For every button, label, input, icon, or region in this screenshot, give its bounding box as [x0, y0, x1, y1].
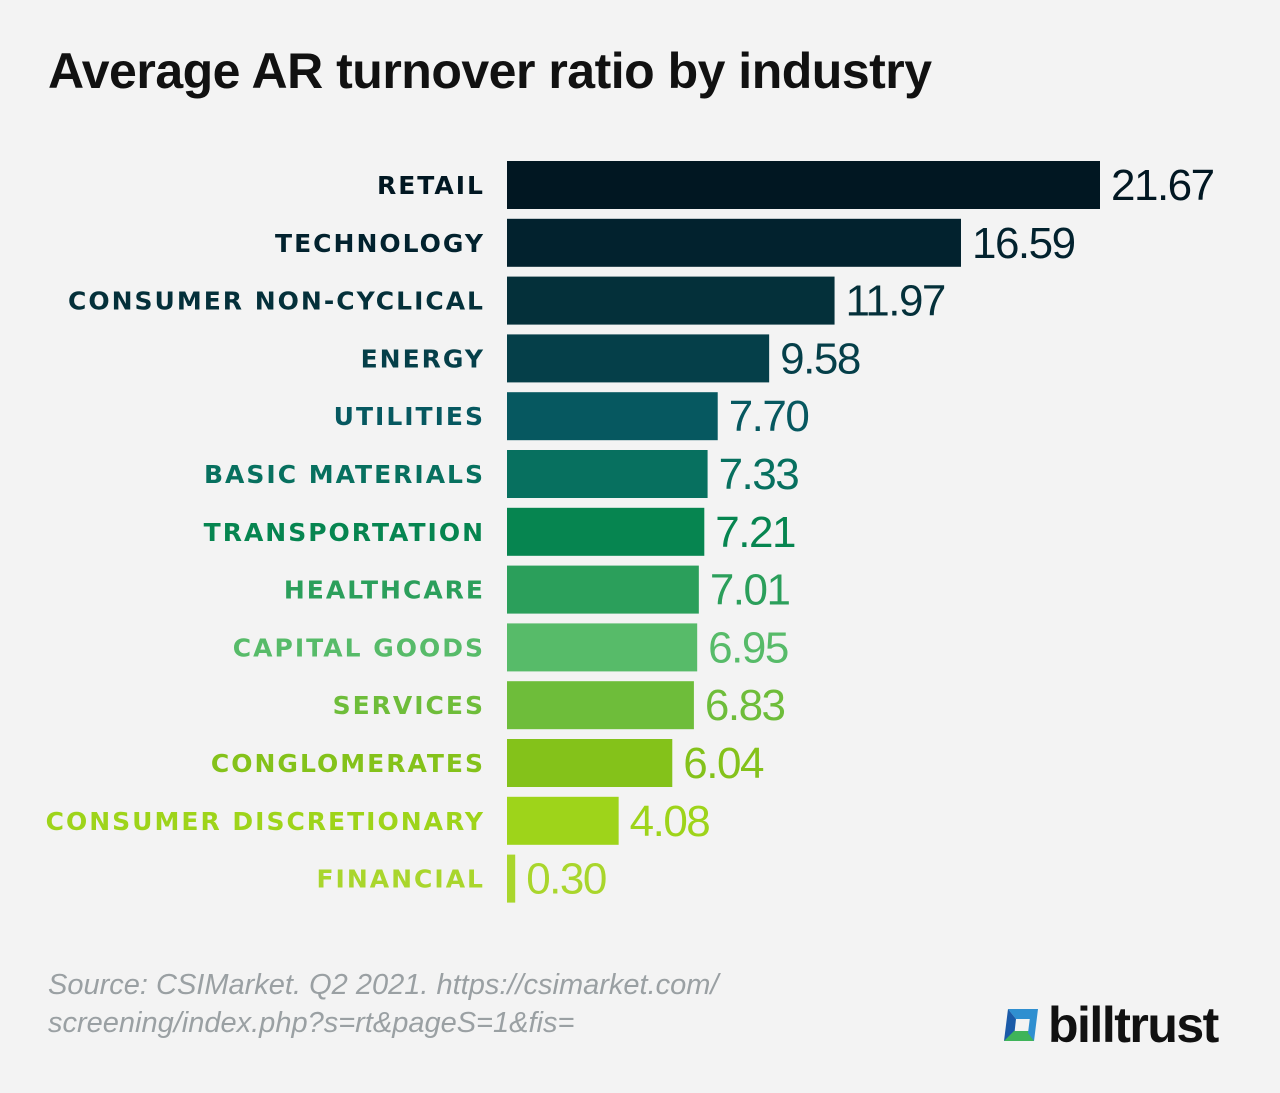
value-label: 6.04	[683, 739, 764, 788]
bar-conglomerates	[507, 739, 673, 787]
billtrust-logo-icon	[1004, 1009, 1038, 1041]
bar-consumer-non-cyclical	[507, 276, 835, 325]
source-line-1: Source: CSIMarket. Q2 2021. https://csim…	[48, 969, 719, 1001]
bar-healthcare	[507, 565, 699, 614]
value-label: 7.21	[715, 508, 795, 557]
value-label: 0.30	[526, 855, 606, 904]
category-label: FINANCIAL	[316, 865, 485, 894]
value-label: 4.08	[630, 797, 710, 846]
category-label: CAPITAL GOODS	[233, 633, 485, 662]
bar-chart: RETAIL 21.67 TECHNOLOGY 16.59 CONSUMER NON-C…	[46, 161, 1215, 904]
category-label: ENERGY	[361, 344, 485, 373]
category-label: BASIC MATERIALS	[204, 460, 485, 489]
category-label: TECHNOLOGY	[275, 229, 485, 258]
value-label: 6.95	[708, 623, 788, 672]
category-label: UTILITIES	[334, 402, 485, 431]
billtrust-logo: billtrust	[1002, 996, 1219, 1054]
category-label: SERVICES	[333, 691, 485, 720]
bar-basic-materials	[507, 450, 708, 498]
category-label: HEALTHCARE	[284, 576, 485, 605]
value-label: 7.33	[719, 450, 799, 499]
category-label: CONSUMER DISCRETIONARY	[46, 807, 485, 836]
value-label: 7.70	[729, 392, 809, 441]
value-label: 9.58	[780, 334, 860, 383]
category-label: CONSUMER NON-CYCLICAL	[68, 287, 485, 316]
value-label: 11.97	[846, 277, 945, 326]
value-label: 21.67	[1111, 161, 1214, 210]
bar-transportation	[507, 507, 705, 556]
bar-capital-goods	[507, 623, 698, 672]
bar-retail	[507, 161, 1100, 209]
bar-financial	[507, 854, 516, 903]
bar-technology	[507, 218, 961, 267]
bar-utilities	[507, 392, 718, 441]
bar-services	[507, 681, 694, 730]
value-label: 6.83	[705, 681, 785, 730]
value-label: 7.01	[710, 566, 790, 615]
source-line-2: screening/index.php?s=rt&pageS=1&fis=	[48, 1007, 575, 1039]
category-label: TRANSPORTATION	[204, 518, 485, 547]
billtrust-logo-text: billtrust	[1048, 997, 1219, 1053]
value-label: 16.59	[972, 219, 1075, 268]
bar-energy	[507, 334, 770, 383]
chart-title: Average AR turnover ratio by industry	[48, 43, 932, 99]
source-note: Source: CSIMarket. Q2 2021. https://csim…	[48, 966, 718, 1042]
category-label: RETAIL	[377, 171, 485, 200]
bar-consumer-discretionary	[507, 796, 619, 845]
category-label: CONGLOMERATES	[211, 749, 485, 778]
